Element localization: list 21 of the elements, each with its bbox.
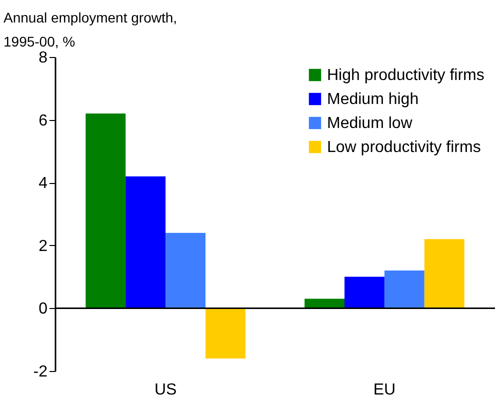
y-tick-label: 4	[38, 175, 48, 192]
legend-label: Medium low	[327, 115, 413, 132]
bar	[304, 298, 344, 308]
y-tick-label: 2	[38, 238, 48, 255]
bar	[86, 114, 126, 308]
bar	[344, 276, 384, 308]
bar	[126, 176, 166, 308]
x-tick-label: EU	[373, 382, 396, 398]
legend-label: Medium high	[327, 91, 419, 108]
y-tick-label: 8	[38, 50, 48, 66]
bar	[384, 270, 424, 308]
legend-label: High productivity firms	[327, 67, 484, 84]
x-tick-label: US	[154, 382, 177, 398]
y-tick-label: 6	[38, 112, 48, 130]
y-axis-title: Annual employment growth, 1995-00, %	[4, 10, 178, 50]
legend-label: Low productivity firms	[327, 139, 481, 156]
y-tick-label: -2	[33, 364, 48, 380]
bar	[206, 308, 246, 358]
bar	[166, 232, 206, 308]
bar	[424, 239, 464, 308]
y-tick-label: 0	[38, 300, 48, 318]
